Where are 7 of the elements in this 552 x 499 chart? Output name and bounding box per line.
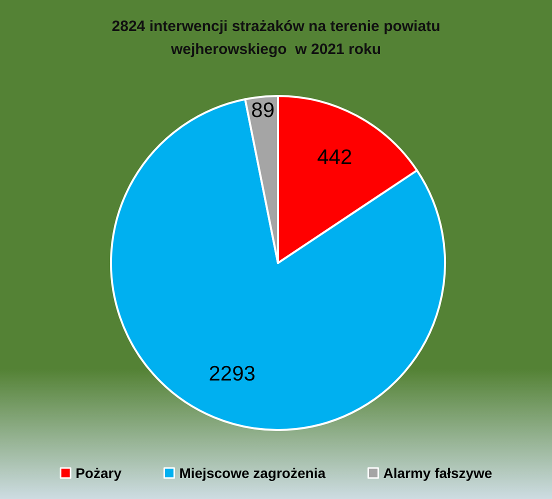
data-label: 89 — [251, 98, 275, 122]
legend-label: Alarmy fałszywe — [383, 465, 492, 481]
legend-label: Pożary — [76, 465, 122, 481]
data-label: 2293 — [208, 362, 256, 386]
chart-title: 2824 interwencji strażaków na terenie powiatu wejherowskiego w 2021 roku — [112, 18, 440, 58]
legend-label: Miejscowe zagrożenia — [179, 465, 326, 481]
data-label: 442 — [317, 146, 352, 169]
